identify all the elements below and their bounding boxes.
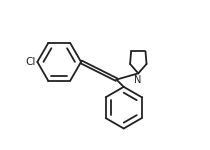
Text: N: N	[134, 75, 142, 85]
Text: Cl: Cl	[25, 57, 35, 67]
